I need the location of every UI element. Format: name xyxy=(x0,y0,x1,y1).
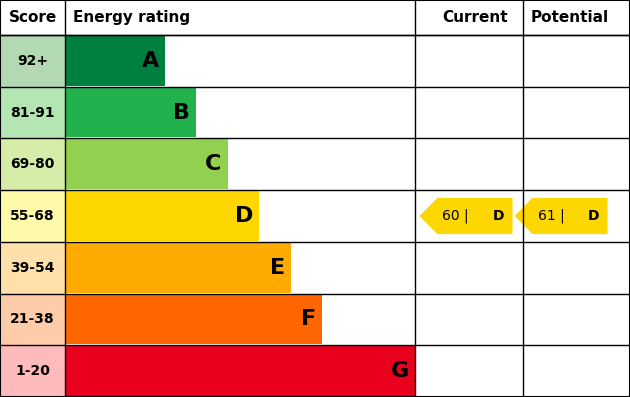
Text: F: F xyxy=(301,309,316,330)
Text: 69-80: 69-80 xyxy=(10,157,55,171)
Text: E: E xyxy=(270,258,285,278)
Bar xyxy=(260,190,415,242)
Text: D: D xyxy=(493,209,505,223)
Text: Current: Current xyxy=(442,10,508,25)
Text: 92+: 92+ xyxy=(17,54,48,68)
Text: D: D xyxy=(235,206,253,226)
Text: G: G xyxy=(391,361,409,381)
Bar xyxy=(65,88,197,137)
Bar xyxy=(0,139,65,190)
Polygon shape xyxy=(420,198,512,234)
Text: 39-54: 39-54 xyxy=(10,261,55,275)
Bar xyxy=(0,35,65,87)
Bar xyxy=(0,87,65,139)
Bar xyxy=(65,191,260,241)
Bar xyxy=(228,139,415,190)
Bar xyxy=(65,139,228,189)
Text: B: B xyxy=(173,102,190,123)
Text: 55-68: 55-68 xyxy=(10,209,55,223)
Text: Score: Score xyxy=(8,10,57,25)
Polygon shape xyxy=(515,198,607,234)
Text: 1-20: 1-20 xyxy=(15,364,50,378)
Text: A: A xyxy=(142,51,159,71)
Text: D: D xyxy=(588,209,600,223)
Bar xyxy=(165,35,415,87)
Text: C: C xyxy=(205,154,222,174)
Bar xyxy=(65,36,165,86)
Bar xyxy=(65,346,415,396)
Text: 21-38: 21-38 xyxy=(10,312,55,326)
Bar xyxy=(65,295,323,344)
Bar xyxy=(0,190,65,242)
Bar xyxy=(197,87,415,139)
Text: Potential: Potential xyxy=(531,10,609,25)
Text: Energy rating: Energy rating xyxy=(73,10,190,25)
Bar xyxy=(291,242,415,293)
Bar xyxy=(0,0,630,35)
Bar xyxy=(323,293,415,345)
Bar xyxy=(0,345,65,397)
Bar xyxy=(0,293,65,345)
Bar xyxy=(0,242,65,293)
Bar xyxy=(65,243,291,293)
Text: 81-91: 81-91 xyxy=(10,106,55,119)
Text: 60 |: 60 | xyxy=(442,209,469,223)
Text: 61 |: 61 | xyxy=(537,209,564,223)
